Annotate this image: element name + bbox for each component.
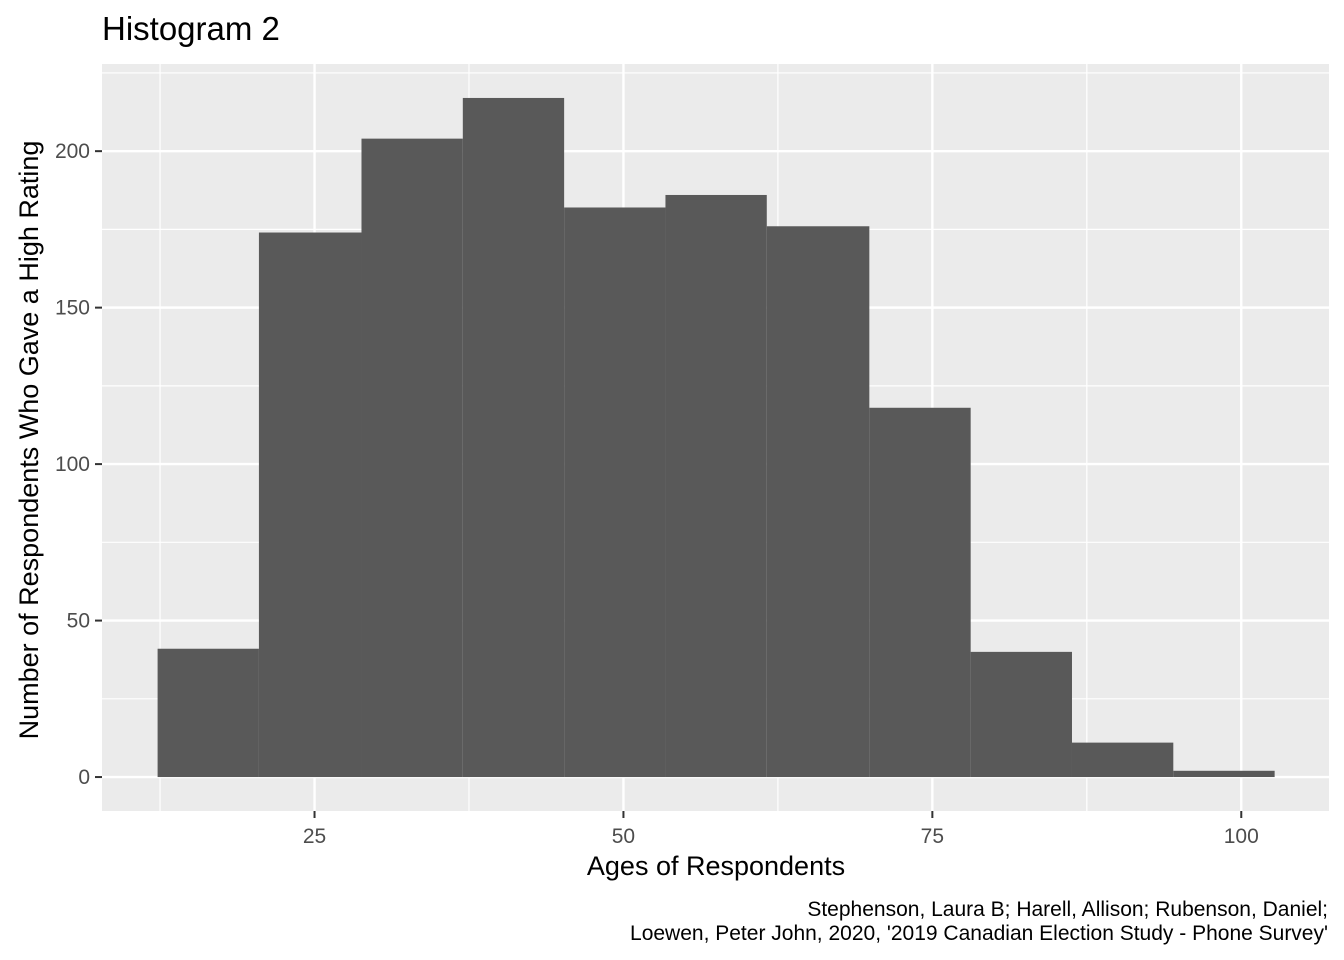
- caption-line-2: Loewen, Peter John, 2020, '2019 Canadian…: [630, 922, 1328, 945]
- histogram-bar-0: [157, 648, 259, 778]
- caption-line-1: Stephenson, Laura B; Harell, Allison; Ru…: [807, 898, 1328, 921]
- x-tick-label-1: 50: [612, 825, 635, 848]
- axis-tick-labels: 25 50 75 100 0 50 100 150 200: [55, 140, 1259, 848]
- histogram-bar-9: [1071, 742, 1174, 778]
- histogram-bar-5: [665, 194, 767, 778]
- x-axis-title: Ages of Respondents: [587, 851, 845, 881]
- y-tick-label-3: 150: [55, 297, 90, 320]
- axis-ticks: [95, 150, 1243, 818]
- x-tick-label-0: 25: [303, 825, 326, 848]
- histogram-bar-10: [1173, 770, 1275, 778]
- histogram-bar-2: [361, 138, 463, 778]
- chart-title: Histogram 2: [102, 10, 280, 47]
- histogram-bar-3: [462, 97, 565, 778]
- y-tick-label-1: 50: [67, 610, 90, 633]
- x-tick-label-2: 75: [921, 825, 944, 848]
- histogram-bar-4: [564, 207, 666, 778]
- histogram-bar-8: [970, 651, 1072, 778]
- histogram-bar-1: [258, 232, 362, 778]
- y-tick-label-4: 200: [55, 140, 90, 163]
- y-axis-title: Number of Respondents Who Gave a High Ra…: [14, 141, 44, 740]
- x-tick-label-3: 100: [1224, 825, 1259, 848]
- y-tick-label-0: 0: [78, 766, 90, 789]
- histogram-bar-6: [766, 226, 870, 778]
- y-tick-label-2: 100: [55, 453, 90, 476]
- histogram-bar-7: [869, 407, 971, 778]
- histogram-bars: [157, 97, 1275, 778]
